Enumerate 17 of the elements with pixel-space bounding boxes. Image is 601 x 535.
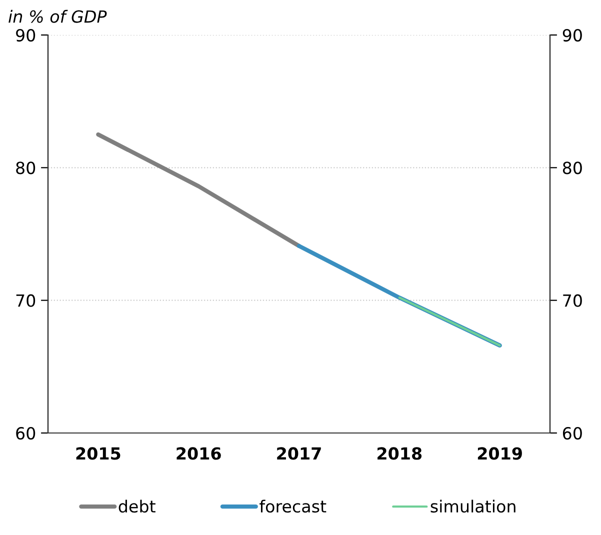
y-tick-label: 90 [16,28,36,42]
legend-label: debt [118,500,156,513]
x-tick-label: 2017 [277,447,321,460]
y-tick-label: 60 [16,426,36,440]
y-tick-label: 80 [16,162,36,174]
legend-label: simulation [430,500,516,513]
chart-title: in % of GDP [8,10,107,23]
y2-tick-label: 90 [562,28,582,42]
x-tick-label: 2019 [478,447,522,460]
y2-tick-label: 70 [563,294,582,307]
legend-label: forecast [260,500,326,513]
x-tick-label: 2015 [76,447,120,460]
x-tick-label: 2016 [176,447,221,460]
x-tick-label: 2018 [378,447,422,460]
y2-tick-label: 60 [562,426,582,440]
y2-tick-label: 80 [562,162,582,174]
y-tick-label: 70 [16,294,36,307]
